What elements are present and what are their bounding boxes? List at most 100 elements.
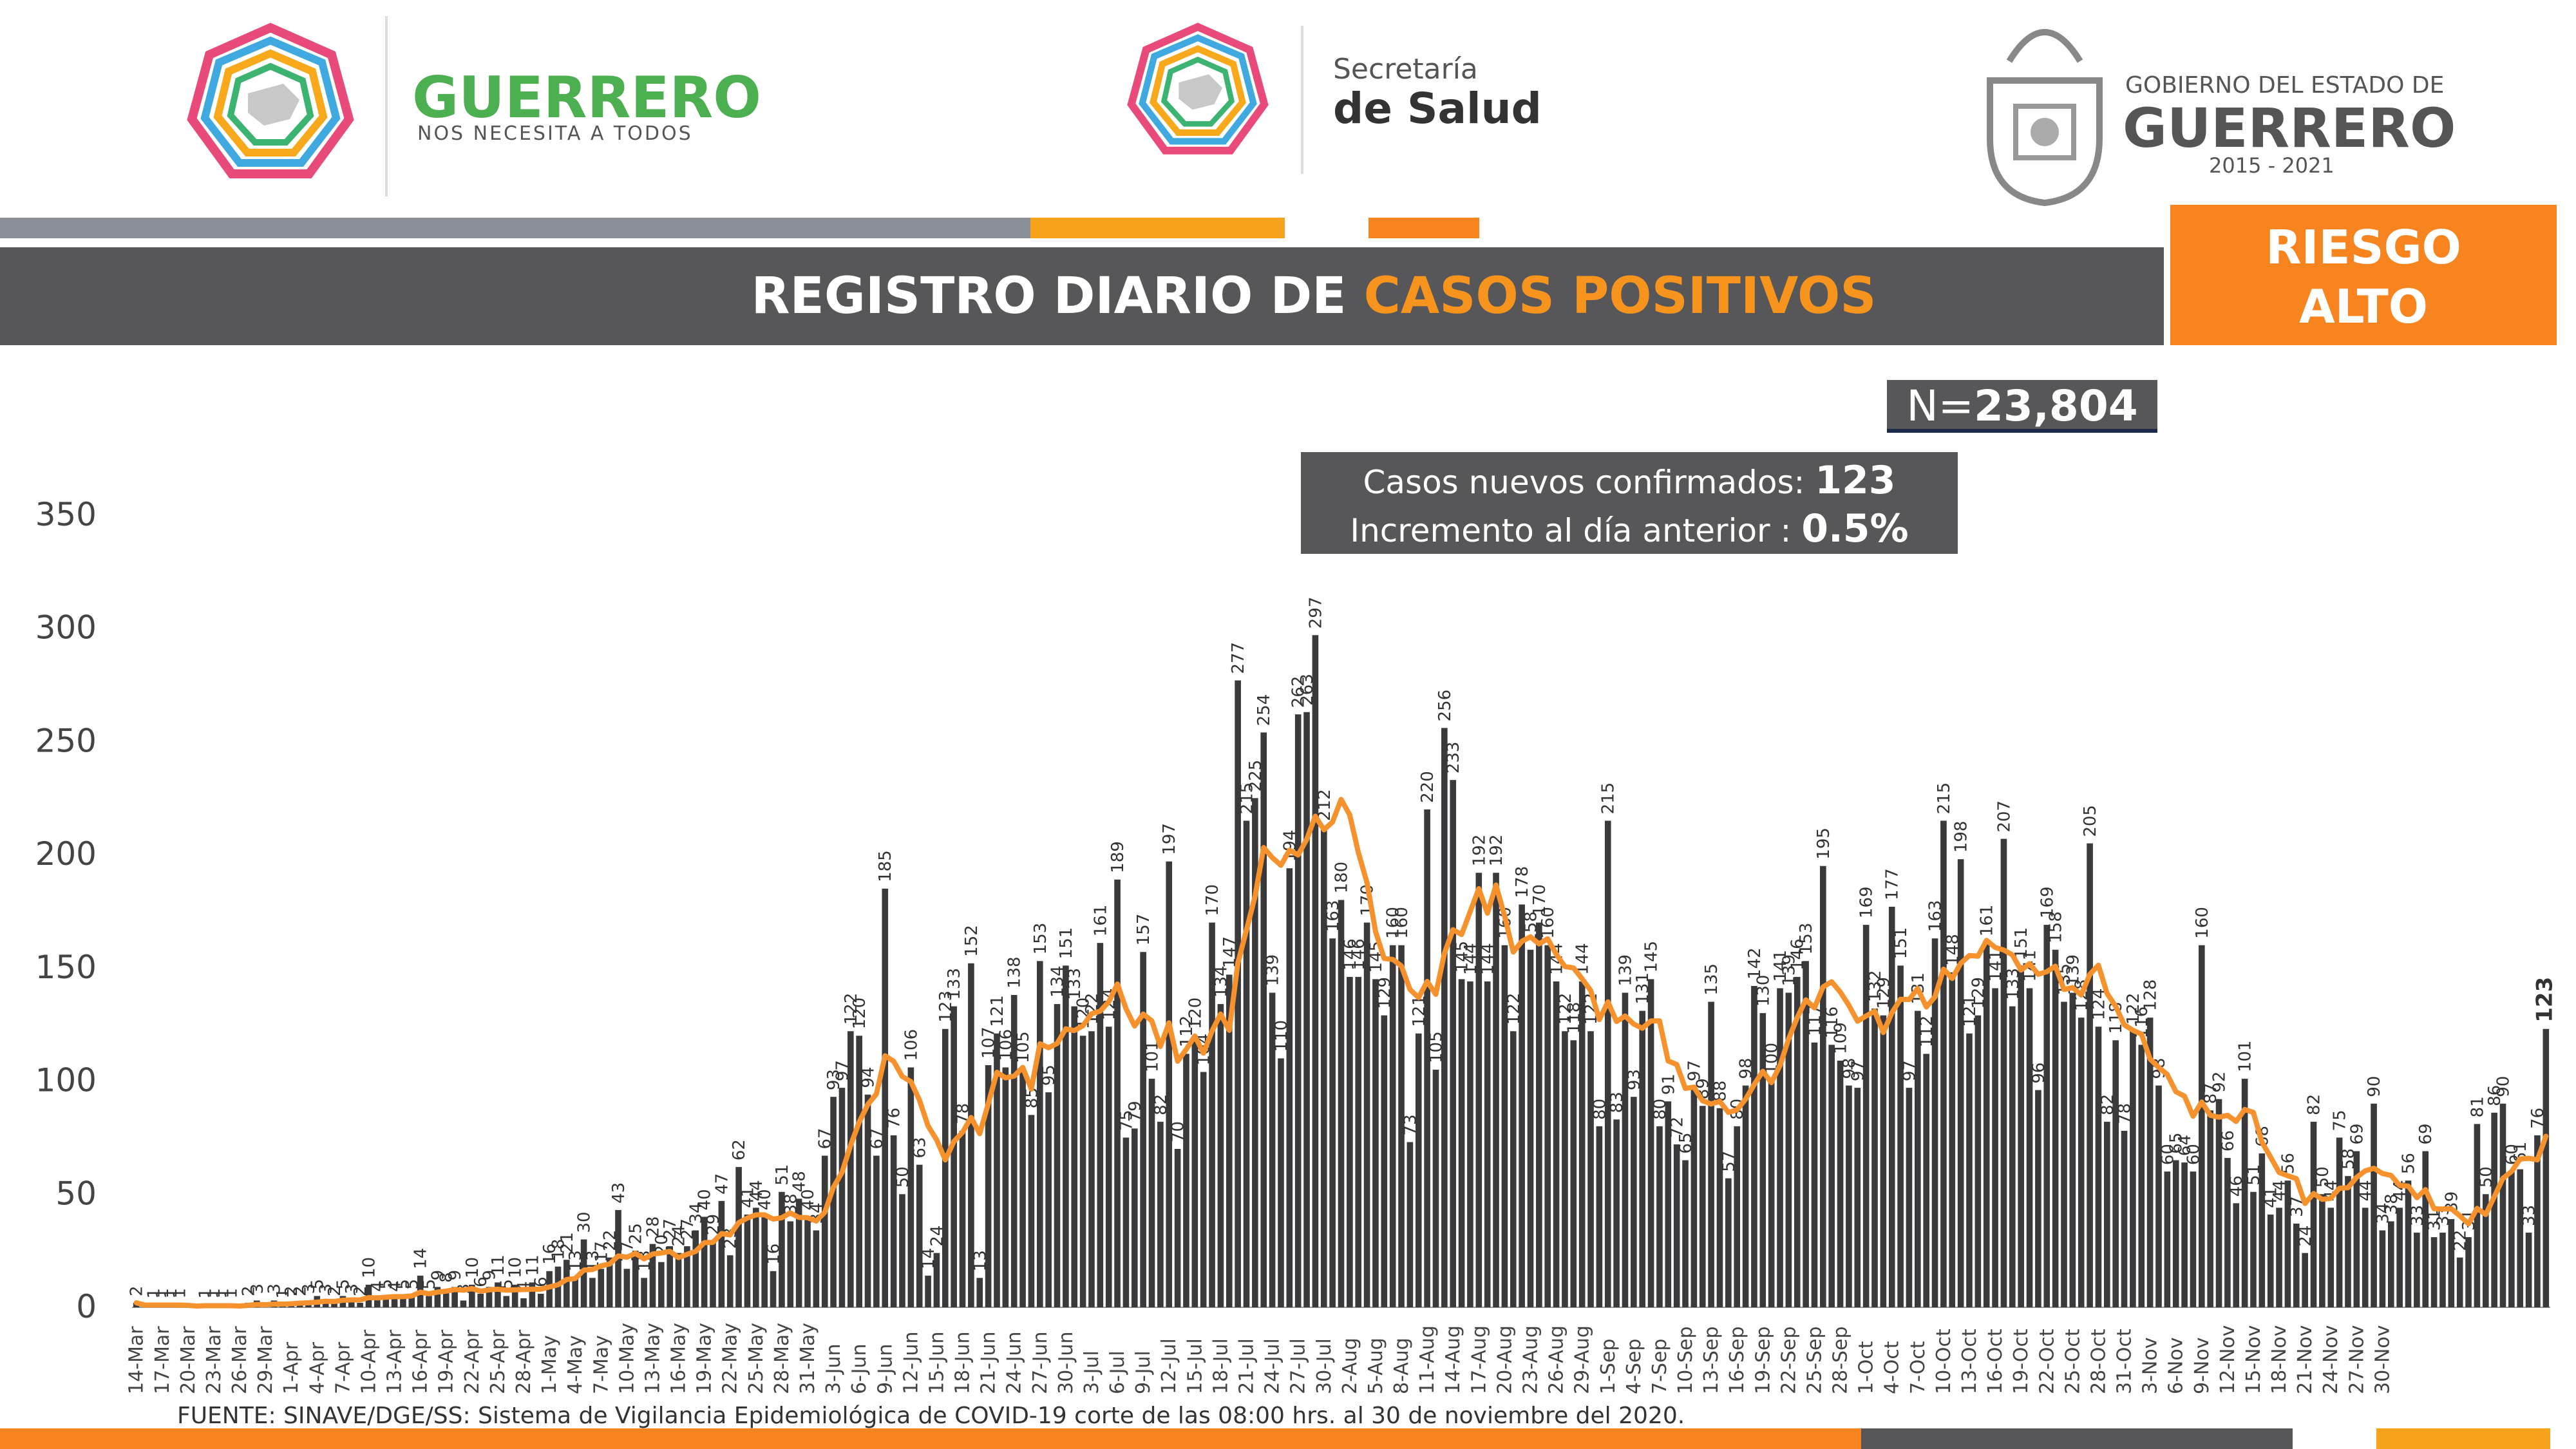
x-tick-label: 18-Jun <box>952 1331 974 1394</box>
bar <box>744 1214 751 1307</box>
data-label: 27 <box>678 1218 697 1240</box>
x-tick-label: 8-Aug <box>1390 1338 1413 1394</box>
x-tick-label: 3-Jul <box>1081 1350 1103 1394</box>
data-label: 185 <box>876 850 895 882</box>
bar <box>2043 925 2050 1307</box>
bar <box>779 1191 785 1307</box>
data-label: 122 <box>2124 993 2143 1025</box>
x-tick-label: 7-May <box>590 1335 612 1394</box>
bar <box>649 1244 656 1307</box>
bar <box>933 1253 940 1307</box>
data-label: 16 <box>540 1244 560 1265</box>
data-label: 2 <box>282 1285 301 1296</box>
data-label: 141 <box>1986 950 2005 982</box>
x-tick-label: 30-Jul <box>1313 1338 1336 1394</box>
bar <box>2233 1203 2240 1307</box>
data-label: 121 <box>988 995 1007 1027</box>
bottom-strip-gray <box>1861 1428 2293 1449</box>
bar <box>1252 798 1258 1307</box>
bar <box>735 1167 742 1307</box>
bar <box>1862 925 1870 1307</box>
bar <box>1114 879 1121 1307</box>
data-label: 75 <box>1117 1110 1136 1131</box>
x-tick-label: 16-Sep <box>1726 1326 1748 1394</box>
bar <box>1759 1013 1766 1307</box>
data-label: 1 <box>196 1288 216 1299</box>
bar <box>710 1242 716 1307</box>
bar <box>1347 976 1353 1307</box>
data-label: 1 <box>213 1288 232 1299</box>
data-label: 11 <box>489 1255 508 1276</box>
bottom-strip-orange <box>0 1428 1861 1449</box>
bar <box>331 1302 337 1307</box>
y-tick-label: 300 <box>35 609 97 647</box>
data-label: 198 <box>1952 821 1971 853</box>
data-label: 1 <box>170 1288 189 1299</box>
bar <box>1312 635 1319 1308</box>
data-label: 75 <box>2331 1110 2350 1131</box>
bar <box>1794 976 1801 1307</box>
data-label: 215 <box>1935 782 1954 815</box>
bar <box>1519 904 1525 1307</box>
data-label: 69 <box>2347 1123 2367 1144</box>
bar <box>1148 1079 1155 1307</box>
title-bar <box>0 247 2164 345</box>
bar <box>1166 861 1173 1307</box>
chart-title-part1: REGISTRO DIARIO DE <box>751 267 1364 325</box>
data-label: 220 <box>1418 771 1437 803</box>
x-tick-label: 10-Apr <box>357 1329 380 1394</box>
x-tick-label: 9-Nov <box>2191 1338 2213 1394</box>
bar <box>2250 1191 2257 1307</box>
bar <box>1837 1060 1844 1307</box>
x-tick-label: 1-Oct <box>1855 1341 1878 1394</box>
data-label: 118 <box>1564 1002 1584 1034</box>
bar <box>1303 712 1310 1307</box>
bar <box>1260 732 1267 1307</box>
data-label: 110 <box>1272 1020 1291 1052</box>
data-label: 169 <box>1857 886 1877 918</box>
data-label: 90 <box>2365 1076 2384 1097</box>
bar <box>2414 1233 2420 1307</box>
new-cases-value: 123 <box>1815 458 1896 503</box>
data-label: 297 <box>1306 597 1325 629</box>
data-label: 48 <box>790 1171 810 1192</box>
bar <box>692 1230 699 1307</box>
bar <box>2491 1112 2497 1307</box>
data-label: 180 <box>1332 862 1352 894</box>
header-divider-left <box>385 16 388 196</box>
bar <box>1424 809 1430 1307</box>
data-label: 30 <box>575 1211 594 1233</box>
data-label: 161 <box>1091 905 1110 937</box>
data-label: 215 <box>1238 782 1257 815</box>
data-label: 41 <box>738 1187 757 1208</box>
data-label: 88 <box>1710 1081 1730 1102</box>
data-label: 70 <box>1169 1121 1188 1142</box>
bar <box>1682 1160 1689 1307</box>
brand-left-subtitle: NOS NECESITA A TODOS <box>417 122 693 145</box>
bar <box>1906 1088 1913 1307</box>
data-label: 72 <box>1668 1117 1687 1138</box>
data-label: 189 <box>1108 841 1128 873</box>
guerrero-campaign-logo <box>187 23 354 190</box>
data-label: 14 <box>919 1248 938 1269</box>
data-label: 46 <box>2227 1175 2246 1197</box>
bar <box>1803 961 1809 1307</box>
bar <box>1389 945 1396 1307</box>
x-tick-label: 2-Aug <box>1339 1338 1361 1394</box>
bar <box>925 1275 931 1307</box>
bar <box>2336 1137 2343 1307</box>
data-label: 128 <box>2141 980 2161 1012</box>
bar <box>400 1296 406 1307</box>
bar <box>2095 1027 2102 1307</box>
bar <box>1381 1015 1388 1307</box>
data-label: 254 <box>1255 694 1274 726</box>
data-label: 91 <box>1659 1074 1678 1095</box>
data-label: 3 <box>317 1283 336 1294</box>
bar <box>1553 981 1560 1307</box>
x-tick-label: 27-Jul <box>1287 1338 1310 1394</box>
x-tick-label: 14-Mar <box>126 1326 148 1394</box>
bottom-strip-orange-small <box>2376 1428 2550 1449</box>
x-tick-label: 28-Oct <box>2087 1329 2110 1394</box>
data-label: 135 <box>1702 963 1721 996</box>
bar <box>589 1278 596 1307</box>
